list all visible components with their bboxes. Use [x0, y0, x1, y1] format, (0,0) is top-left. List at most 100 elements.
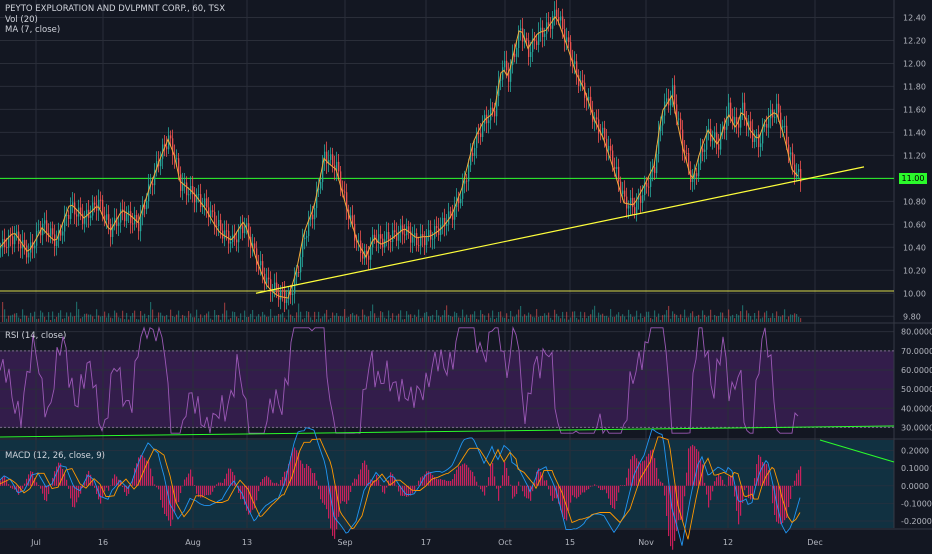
- macd-histogram-bar: [436, 478, 438, 486]
- candle-body: [790, 152, 792, 155]
- volume-bar: [316, 318, 318, 322]
- macd-histogram-bar: [746, 485, 748, 488]
- macd-histogram-bar: [444, 479, 446, 486]
- volume-bar: [716, 316, 718, 322]
- macd-histogram-bar: [174, 485, 176, 512]
- volume-bar: [408, 314, 410, 322]
- volume-bar: [660, 319, 662, 322]
- volume-bar: [728, 309, 730, 322]
- volume-bar: [580, 311, 582, 322]
- volume-bar: [454, 311, 456, 322]
- candle-body: [454, 206, 456, 220]
- volume-bar: [354, 315, 356, 322]
- macd-histogram-bar: [630, 459, 632, 486]
- volume-bar: [82, 316, 84, 322]
- candle-body: [726, 116, 728, 130]
- volume-bar: [742, 305, 744, 322]
- macd-histogram-bar: [124, 485, 126, 493]
- candle-body: [496, 95, 498, 117]
- current-price-badge: 11.00: [899, 173, 927, 184]
- macd-histogram: [0, 444, 802, 550]
- macd-histogram-bar: [626, 477, 628, 486]
- candle-body: [156, 161, 158, 171]
- macd-histogram-bar: [326, 485, 328, 510]
- macd-histogram-bar: [420, 477, 422, 486]
- candle-body: [72, 202, 74, 206]
- volume-bar: [226, 310, 228, 322]
- volume-bar: [238, 318, 240, 322]
- rsi-tick-label: 60.0000: [901, 366, 932, 375]
- volume-bar: [486, 319, 488, 322]
- macd-histogram-bar: [754, 478, 756, 486]
- macd-histogram-bar: [172, 485, 174, 520]
- macd-histogram-bar: [350, 485, 352, 492]
- macd-histogram-bar: [782, 485, 784, 523]
- macd-histogram-bar: [474, 476, 476, 486]
- volume-bar: [558, 316, 560, 322]
- candle-body: [730, 102, 732, 117]
- volume-bar: [472, 314, 474, 322]
- volume-bar: [478, 319, 480, 322]
- macd-histogram-bar: [480, 485, 482, 490]
- macd-histogram-bar: [686, 472, 688, 486]
- candle-body: [100, 199, 102, 201]
- volume-bar: [620, 316, 622, 322]
- volume-bar: [112, 318, 114, 322]
- macd-histogram-bar: [504, 461, 506, 486]
- volume-bar: [626, 319, 628, 322]
- candle-body: [322, 160, 324, 182]
- macd-histogram-bar: [276, 482, 278, 486]
- macd-histogram-bar: [24, 483, 26, 486]
- candle-body: [6, 247, 8, 249]
- volume-bar: [636, 310, 638, 322]
- macd-histogram-bar: [340, 485, 342, 504]
- volume-bar: [338, 316, 340, 322]
- volume-bar: [350, 314, 352, 322]
- candle-body: [672, 85, 674, 97]
- macd-histogram-bar: [266, 475, 268, 486]
- candle-body: [132, 223, 134, 225]
- volume-bar: [560, 318, 562, 322]
- candle-body: [458, 197, 460, 204]
- candle-body: [428, 230, 430, 237]
- volume-bar: [648, 311, 650, 322]
- macd-histogram-bar: [590, 485, 592, 487]
- volume-bar: [732, 314, 734, 322]
- volume-bar: [2, 302, 4, 322]
- volume-bar: [140, 311, 142, 322]
- macd-histogram-bar: [250, 485, 252, 513]
- ma-legend: MA (7, close): [5, 25, 61, 35]
- candle-body: [62, 231, 64, 236]
- candle-body: [112, 225, 114, 237]
- volume-bars: [2, 301, 802, 322]
- volume-bar: [634, 316, 636, 322]
- candle-body: [780, 112, 782, 128]
- candle-body: [380, 234, 382, 239]
- candle-body: [788, 144, 790, 155]
- volume-bar: [20, 318, 22, 322]
- macd-histogram-bar: [240, 485, 242, 500]
- macd-histogram-bar: [572, 485, 574, 496]
- rsi-tick-label: 40.0000: [901, 404, 932, 413]
- candle-body: [516, 47, 518, 57]
- macd-histogram-bar: [658, 478, 660, 486]
- candle-body: [234, 234, 236, 240]
- macd-histogram-bar: [486, 485, 488, 488]
- macd-histogram-bar: [548, 485, 550, 490]
- x-tick-label: 13: [242, 538, 252, 547]
- macd-histogram-bar: [252, 485, 254, 510]
- volume-bar: [672, 311, 674, 322]
- candle-body: [538, 32, 540, 45]
- candle-body: [590, 96, 592, 110]
- volume-bar: [52, 311, 54, 322]
- candle-body: [330, 154, 332, 160]
- volume-bar: [518, 309, 520, 322]
- candle-body: [546, 22, 548, 34]
- volume-bar: [356, 314, 358, 322]
- candle-body: [314, 208, 316, 220]
- volume-bar: [618, 312, 620, 322]
- macd-histogram-bar: [440, 479, 442, 486]
- candle-body: [476, 133, 478, 149]
- volume-bar: [402, 319, 404, 322]
- macd-histogram-bar: [402, 485, 404, 497]
